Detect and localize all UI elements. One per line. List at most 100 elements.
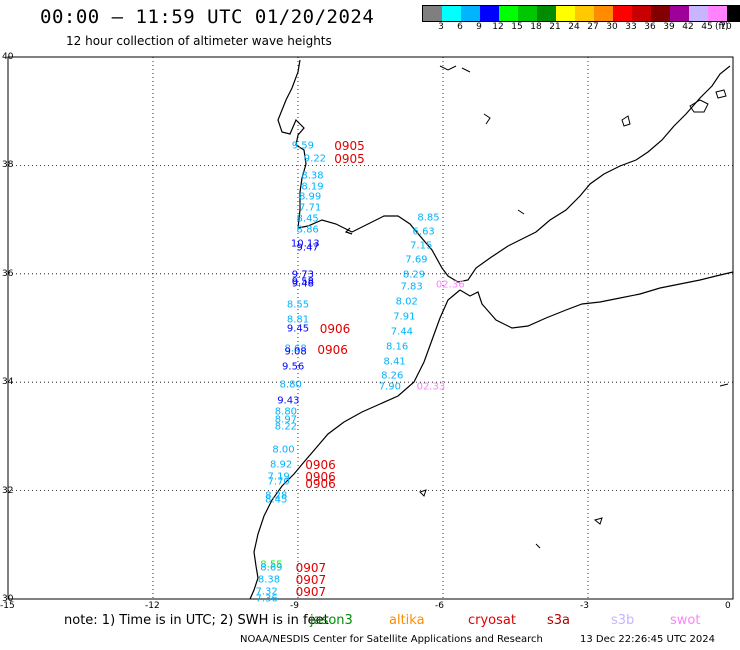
gulf-cadiz-bay — [344, 227, 353, 235]
wave-height-label: 8.45 — [265, 494, 288, 506]
legend-labels: 3 6 9 12 15 18 21 24 27 30 33 36 39 42 45 70 — [422, 22, 740, 36]
wave-height-label: 8.69 — [260, 562, 283, 574]
pass-time-label: 0906 — [305, 477, 336, 492]
x-tick-label: -12 — [145, 601, 160, 611]
island-small-2 — [461, 67, 471, 73]
satellite-s3b: s3b — [611, 613, 635, 628]
wave-height-label: 8.85 — [417, 212, 440, 224]
wave-height-label: 02.36 — [435, 279, 465, 291]
satellite-s3a: s3a — [547, 613, 571, 628]
legend-swatch — [518, 6, 537, 21]
legend-swatch — [727, 6, 740, 21]
wave-height-label: 9.47 — [296, 242, 319, 254]
legend-label: 39 — [663, 22, 675, 32]
legend-label: 21 — [549, 22, 561, 32]
wave-height-label: 8.99 — [298, 191, 322, 203]
y-tick-label: 36 — [2, 268, 14, 279]
wave-height-label: 9.22 — [303, 153, 327, 165]
wave-height-label: 9.48 — [291, 278, 314, 290]
x-tick-label: 0 — [725, 601, 731, 611]
wave-height-label: 8.19 — [301, 181, 324, 193]
wave-height-label: 8.86 — [296, 224, 319, 236]
island-mallorca — [689, 99, 709, 113]
wave-height-label: 8.29 — [402, 269, 426, 281]
legend-label: 30 — [606, 22, 618, 32]
wave-height-label: 8.00 — [272, 444, 295, 456]
y-tick-label: 40 — [2, 52, 14, 62]
legend-swatch — [480, 6, 499, 21]
legend-swatch — [442, 6, 461, 21]
island-menorca — [715, 89, 727, 99]
pass-time-label: 0907 — [295, 573, 327, 588]
legend-label: 36 — [644, 22, 656, 32]
legend-swatch — [632, 6, 651, 21]
wave-height-label: 7.36 — [255, 593, 278, 605]
island-ibiza — [621, 115, 631, 127]
wave-height-label: 8.02 — [395, 296, 418, 308]
island-small-7 — [419, 489, 427, 497]
island-small-8 — [719, 383, 729, 387]
wave-height-label: 8.16 — [385, 341, 409, 353]
legend-swatch — [651, 6, 670, 21]
satellite-swot: swot — [670, 613, 701, 628]
legend-swatch — [575, 6, 594, 21]
wave-height-label: 7.32 — [255, 586, 278, 598]
legend-swatch — [670, 6, 689, 21]
x-tick-label: -9 — [290, 601, 299, 611]
legend-label: 45 — [701, 22, 713, 32]
wave-height-label: 9.56 — [282, 361, 305, 373]
footer-timestamp: 13 Dec 22:26:45 UTC 2024 — [580, 634, 715, 645]
legend-swatch — [499, 6, 518, 21]
x-tick-label: -15 — [0, 601, 15, 611]
wave-height-label: 8.80 — [274, 406, 298, 418]
legend-swatch — [556, 6, 575, 21]
wave-height-label: 8.22 — [274, 421, 298, 433]
wave-height-label: 7.69 — [405, 254, 428, 266]
island-small-4 — [517, 209, 525, 215]
wave-height-label: 7.83 — [400, 281, 423, 293]
wave-height-label: 8.38 — [301, 170, 324, 182]
wave-height-label: 8.55 — [286, 299, 310, 311]
wave-height-label: 8.68 — [284, 343, 307, 355]
island-small-1 — [439, 65, 457, 71]
island-small-6 — [535, 543, 541, 549]
satellite-cryosat: cryosat — [468, 613, 516, 628]
wave-height-label: 8.81 — [286, 314, 310, 326]
pass-time-label: 0905 — [334, 139, 365, 154]
wave-height-label: 8.55 — [260, 559, 283, 571]
legend-label: 24 — [568, 22, 580, 32]
wave-height-label: 8.80 — [279, 379, 302, 391]
wave-height-label: 10.13 — [290, 238, 320, 250]
wave-height-label: 8.97 — [274, 414, 298, 426]
wave-height-label: 7.91 — [393, 311, 416, 323]
wave-height-label: 9.43 — [277, 395, 300, 407]
wave-height-label: 8.28 — [265, 490, 288, 502]
legend-label: 3 — [438, 22, 444, 32]
wave-height-label: 7.19 — [267, 471, 290, 483]
wave-height-label: 9.59 — [291, 140, 314, 152]
wave-height-label: 8.38 — [257, 574, 281, 586]
wave-height-label: 7.44 — [390, 326, 414, 338]
satellite-altika: altika — [389, 613, 425, 628]
y-tick-label: 34 — [2, 377, 14, 388]
wave-height-label: 8.45 — [296, 213, 319, 225]
wave-height-label: 7.90 — [378, 381, 401, 393]
wave-height-label: 8.92 — [269, 459, 293, 471]
wave-height-label: 02.33 — [416, 381, 446, 393]
map-frame — [7, 56, 734, 600]
x-tick-label: -6 — [435, 601, 444, 611]
legend-label: 33 — [625, 22, 637, 32]
pass-time-label: 0906 — [305, 470, 336, 485]
pass-time-label: 0907 — [295, 560, 327, 575]
wave-height-label: 9.73 — [291, 269, 314, 281]
y-tick-label: 30 — [2, 594, 14, 604]
satellite-jason3: jason3 — [310, 613, 353, 628]
page-title: 00:00 – 11:59 UTC 01/20/2024 — [40, 6, 375, 28]
wave-height-label: 8.41 — [383, 356, 406, 368]
legend-label: 9 — [476, 22, 482, 32]
wave-height-label: 6.63 — [412, 226, 435, 238]
pass-time-label: 0906 — [319, 322, 351, 337]
wave-height-label: 7.15 — [410, 240, 433, 252]
pass-time-label: 0907 — [295, 585, 327, 600]
